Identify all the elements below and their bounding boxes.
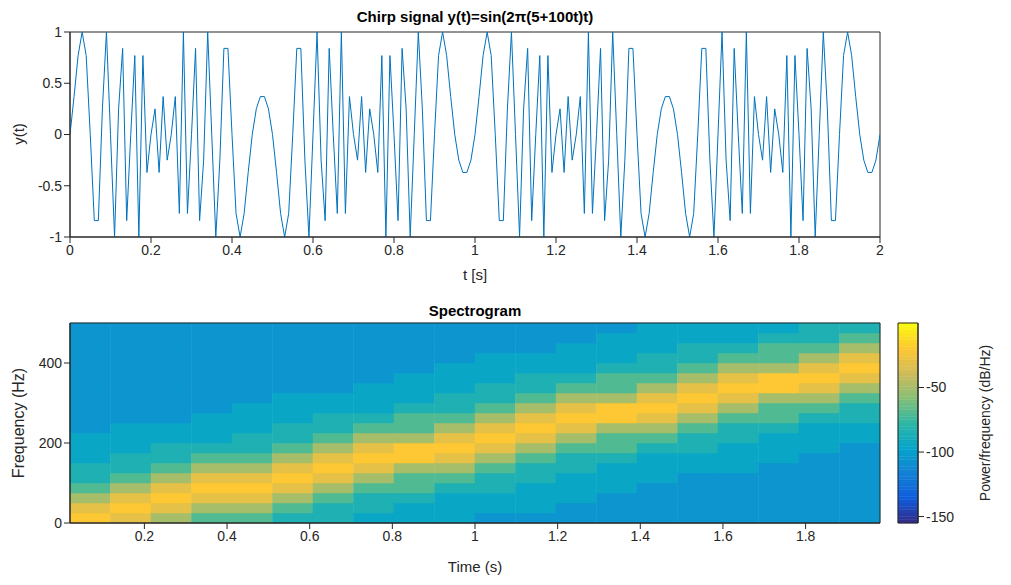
svg-text:0.2: 0.2 <box>135 528 155 544</box>
svg-text:1: 1 <box>471 528 479 544</box>
svg-text:0: 0 <box>54 126 62 142</box>
svg-text:1.8: 1.8 <box>789 242 809 258</box>
svg-text:0.6: 0.6 <box>303 242 323 258</box>
svg-text:-100: -100 <box>926 444 954 460</box>
svg-text:200: 200 <box>39 435 63 451</box>
svg-text:0.2: 0.2 <box>141 242 161 258</box>
svg-text:400: 400 <box>39 355 63 371</box>
svg-text:1: 1 <box>54 24 62 40</box>
svg-text:0.4: 0.4 <box>222 242 242 258</box>
svg-text:-150: -150 <box>926 509 954 525</box>
svg-text:1.4: 1.4 <box>631 528 651 544</box>
svg-text:Power/frequency (dB/Hz): Power/frequency (dB/Hz) <box>977 345 993 501</box>
svg-text:-0.5: -0.5 <box>38 178 62 194</box>
svg-text:1.4: 1.4 <box>627 242 647 258</box>
svg-text:1.6: 1.6 <box>708 242 728 258</box>
svg-text:2: 2 <box>876 242 884 258</box>
svg-text:0.4: 0.4 <box>217 528 237 544</box>
svg-text:Frequency (Hz): Frequency (Hz) <box>10 368 27 478</box>
svg-text:-1: -1 <box>50 229 63 245</box>
svg-text:0.8: 0.8 <box>383 528 403 544</box>
svg-text:0: 0 <box>54 515 62 531</box>
svg-text:1.2: 1.2 <box>546 242 566 258</box>
svg-text:1: 1 <box>471 242 479 258</box>
svg-text:0.6: 0.6 <box>300 528 320 544</box>
svg-text:0.5: 0.5 <box>43 75 63 91</box>
svg-text:Time (s): Time (s) <box>448 558 502 575</box>
svg-text:0.8: 0.8 <box>384 242 404 258</box>
svg-text:1.2: 1.2 <box>548 528 568 544</box>
svg-text:Spectrogram: Spectrogram <box>429 302 522 319</box>
svg-text:1.8: 1.8 <box>796 528 816 544</box>
svg-text:Chirp signal y(t)=sin(2π(5+100: Chirp signal y(t)=sin(2π(5+100t)t) <box>357 8 594 25</box>
svg-text:y(t): y(t) <box>10 123 27 145</box>
svg-text:0: 0 <box>66 242 74 258</box>
svg-text:1.6: 1.6 <box>713 528 733 544</box>
svg-text:-50: -50 <box>926 379 946 395</box>
svg-text:t [s]: t [s] <box>463 266 487 283</box>
